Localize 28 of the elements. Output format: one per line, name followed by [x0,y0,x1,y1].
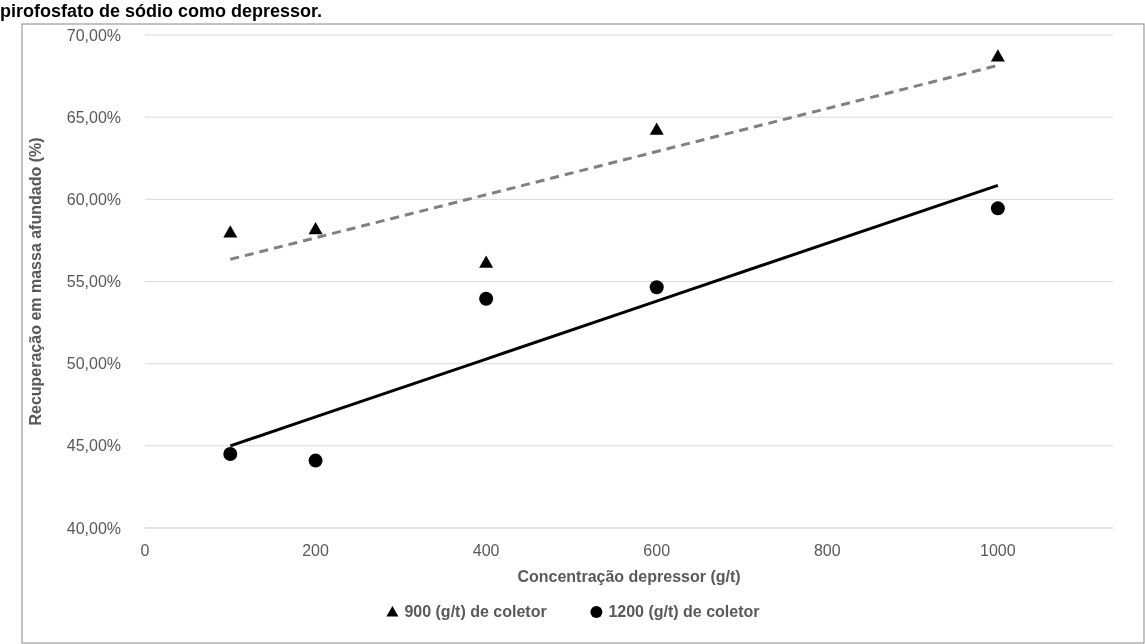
x-tick-label: 400 [472,542,500,559]
point [649,122,664,135]
point [308,221,323,235]
point [990,49,1005,62]
y-tick-label: 40,00% [66,519,121,537]
point [223,225,238,238]
y-tick-label: 50,00% [66,355,121,373]
y-tick-label: 45,00% [66,437,121,455]
x-tick-label: 0 [140,542,150,559]
point [649,280,664,295]
point [479,255,494,268]
chart-title: pirofosfato de sódio como depressor. [0,1,323,21]
x-axis-title: Concentração depressor (g/t) [517,568,741,585]
legend-label: 900 (g/t) de coletor [404,603,547,620]
point [990,201,1005,216]
point [223,447,238,462]
x-tick-label: 1000 [980,542,1016,559]
x-tick-label: 600 [643,542,671,559]
point [308,453,323,468]
y-tick-label: 55,00% [66,273,121,291]
legend-label: 1200 (g/t) de coletor [608,603,760,620]
y-tick-label: 65,00% [66,108,121,126]
y-tick-label: 60,00% [66,190,121,208]
y-tick-label: 70,00% [66,26,121,44]
y-axis-title: Recuperação em massa afundado (%) [27,137,44,426]
point [479,291,494,306]
x-tick-label: 800 [813,542,841,559]
x-tick-label: 200 [302,542,330,559]
